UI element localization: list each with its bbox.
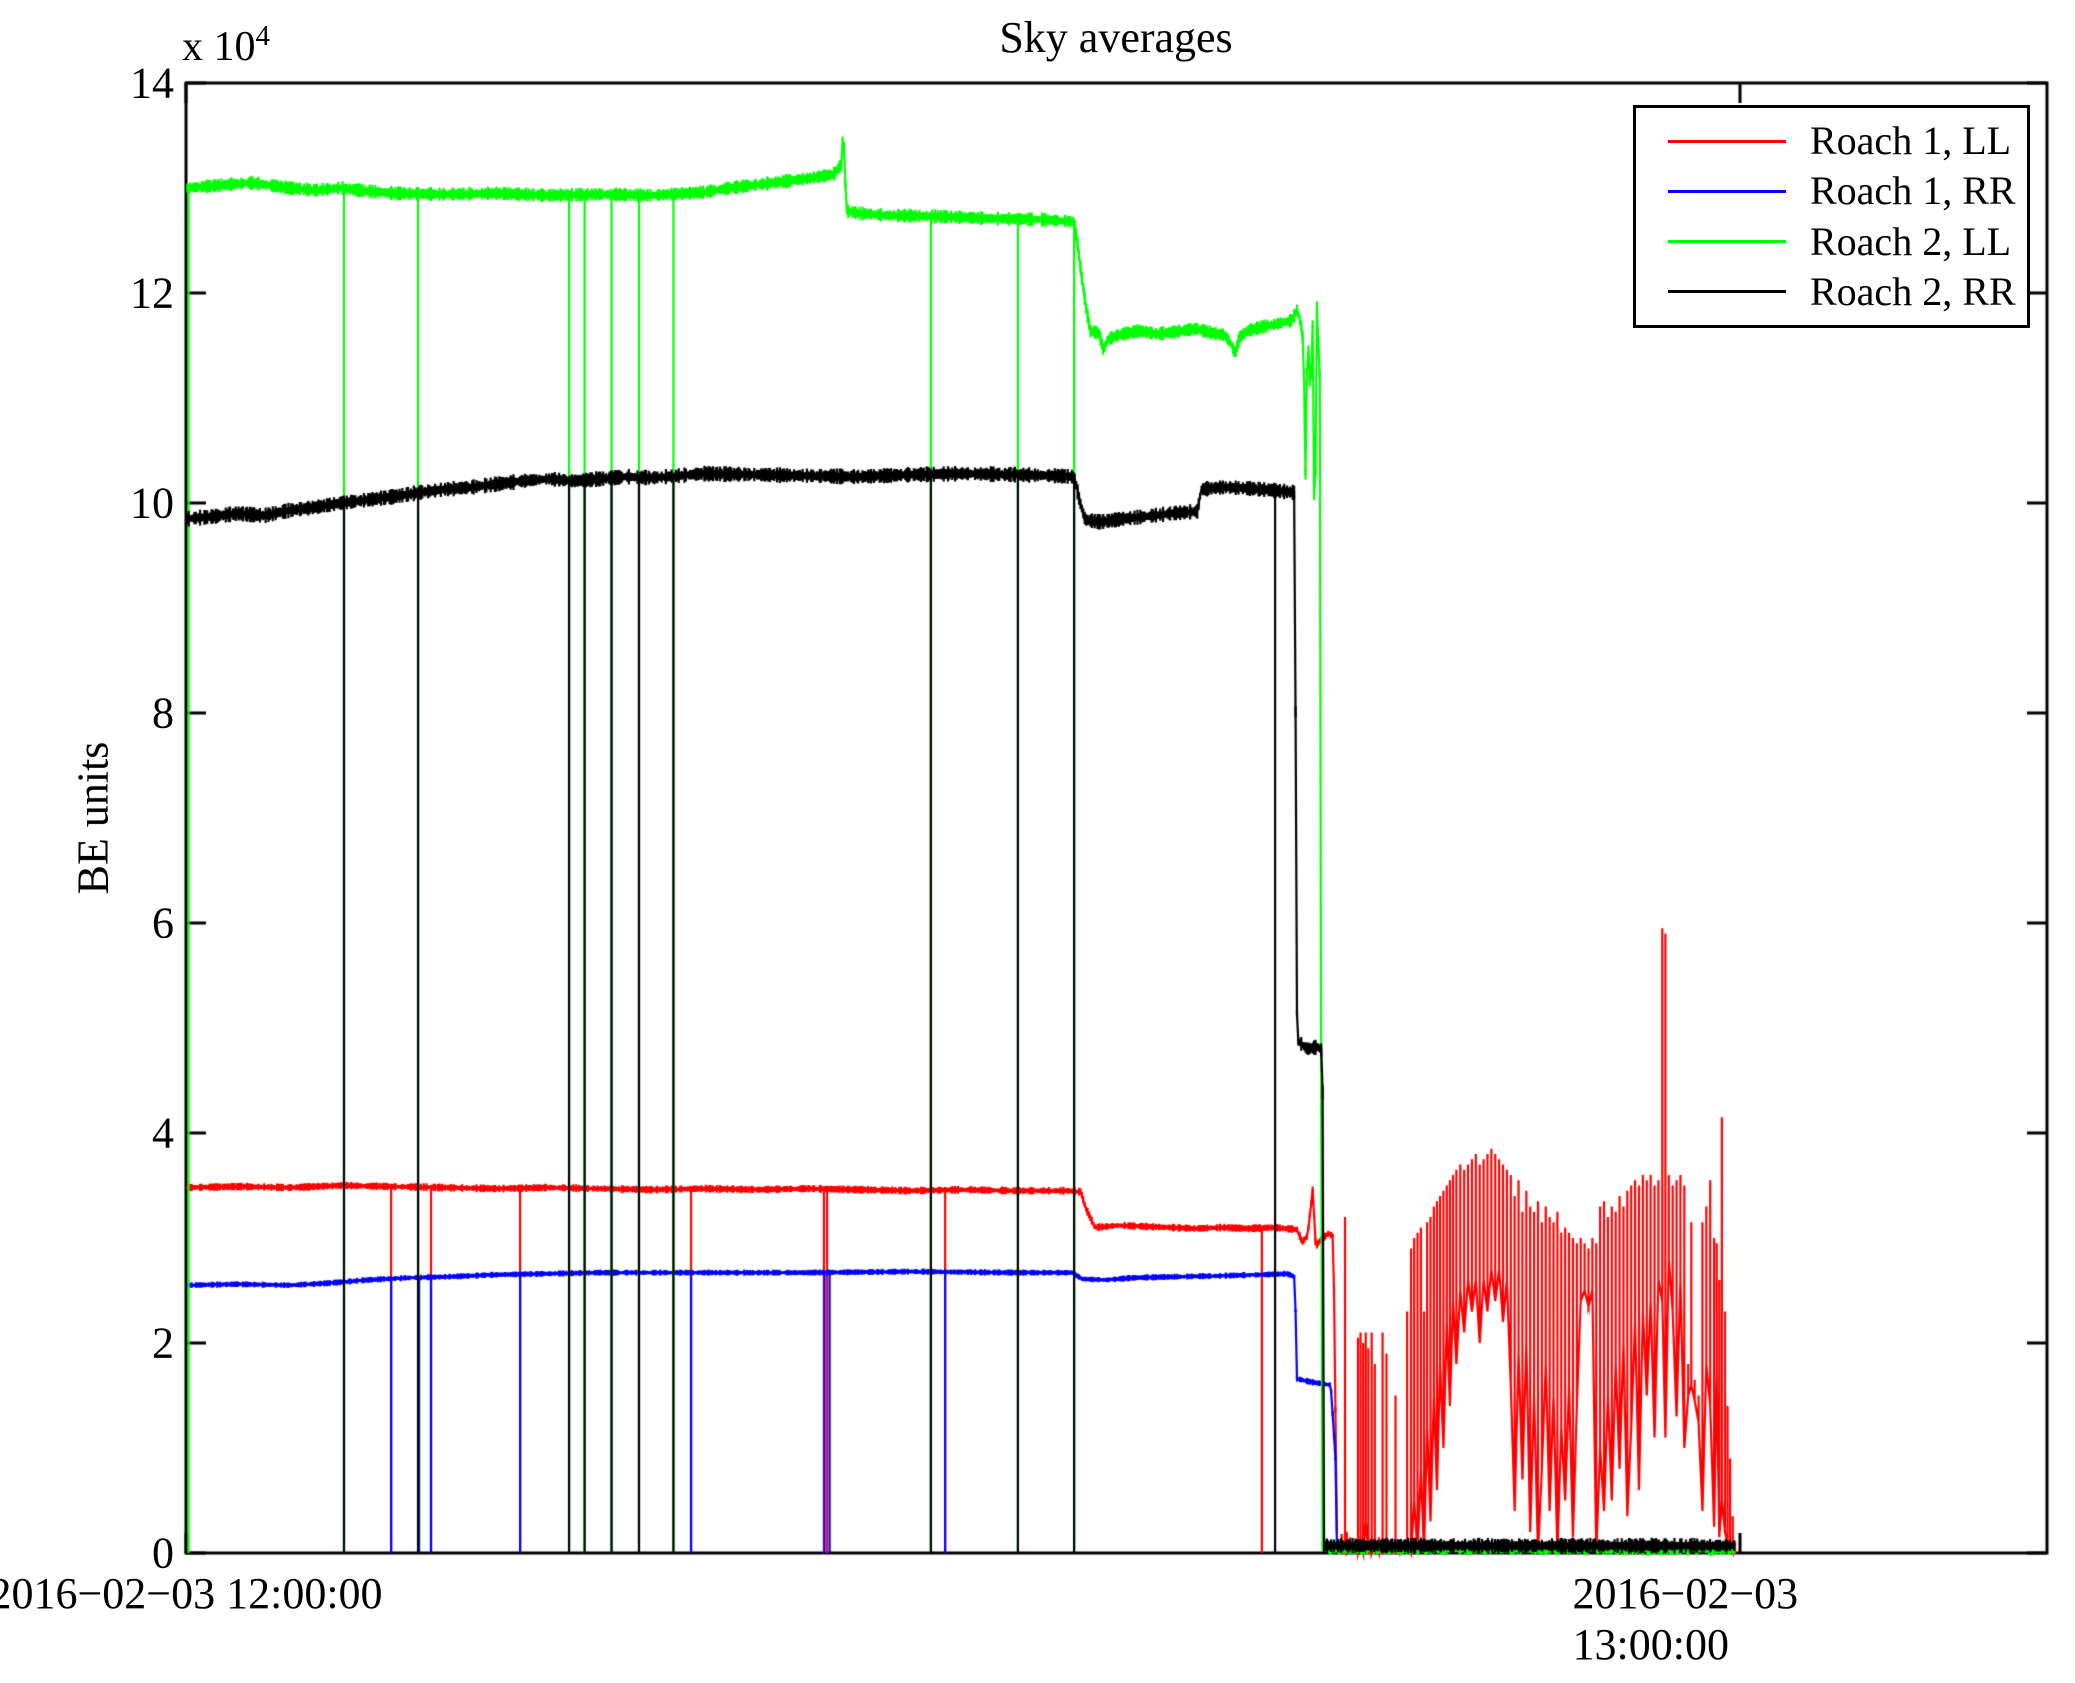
legend-box: Roach 1, LL Roach 1, RR Roach 2, LL Roach 2… [1633, 105, 2030, 328]
legend-line-sample [1668, 240, 1786, 244]
legend-item-label: Roach 1, RR [1810, 168, 2016, 214]
legend-item-label: Roach 2, LL [1810, 218, 2012, 264]
legend-item: Roach 1, LL [1636, 121, 2027, 161]
legend-item-label: Roach 1, LL [1810, 118, 2012, 164]
y-tick-label: 6 [152, 898, 174, 948]
x-tick-label: 2016−02−03 12:00:00 [0, 1569, 383, 1618]
legend-item-label: Roach 2, RR [1810, 268, 2016, 314]
y-tick-label: 0 [152, 1528, 174, 1578]
y-axis-scale-exponent: 4 [255, 20, 271, 52]
y-axis-scale-annotation: x 104 [182, 20, 270, 71]
y-tick-label: 2 [152, 1318, 174, 1368]
y-axis-scale-base: x 10 [182, 24, 256, 70]
legend-line-sample [1668, 189, 1786, 193]
x-tick-label: 2016−02−03 13:00:00 [1572, 1569, 1799, 1669]
y-tick-label: 14 [130, 58, 174, 108]
y-tick-label: 10 [130, 478, 174, 528]
legend-item: Roach 2, RR [1636, 268, 2027, 314]
y-axis-label: BE units [68, 741, 118, 895]
legend-item: Roach 1, RR [1636, 171, 2027, 211]
y-tick-label: 8 [152, 688, 174, 738]
legend-item: Roach 2, LL [1636, 218, 2027, 264]
y-tick-label: 4 [152, 1108, 174, 1158]
chart-title: Sky averages [999, 13, 1233, 62]
y-tick-label: 12 [130, 268, 174, 318]
legend-line-sample [1668, 290, 1786, 294]
legend-line-sample [1668, 139, 1786, 143]
